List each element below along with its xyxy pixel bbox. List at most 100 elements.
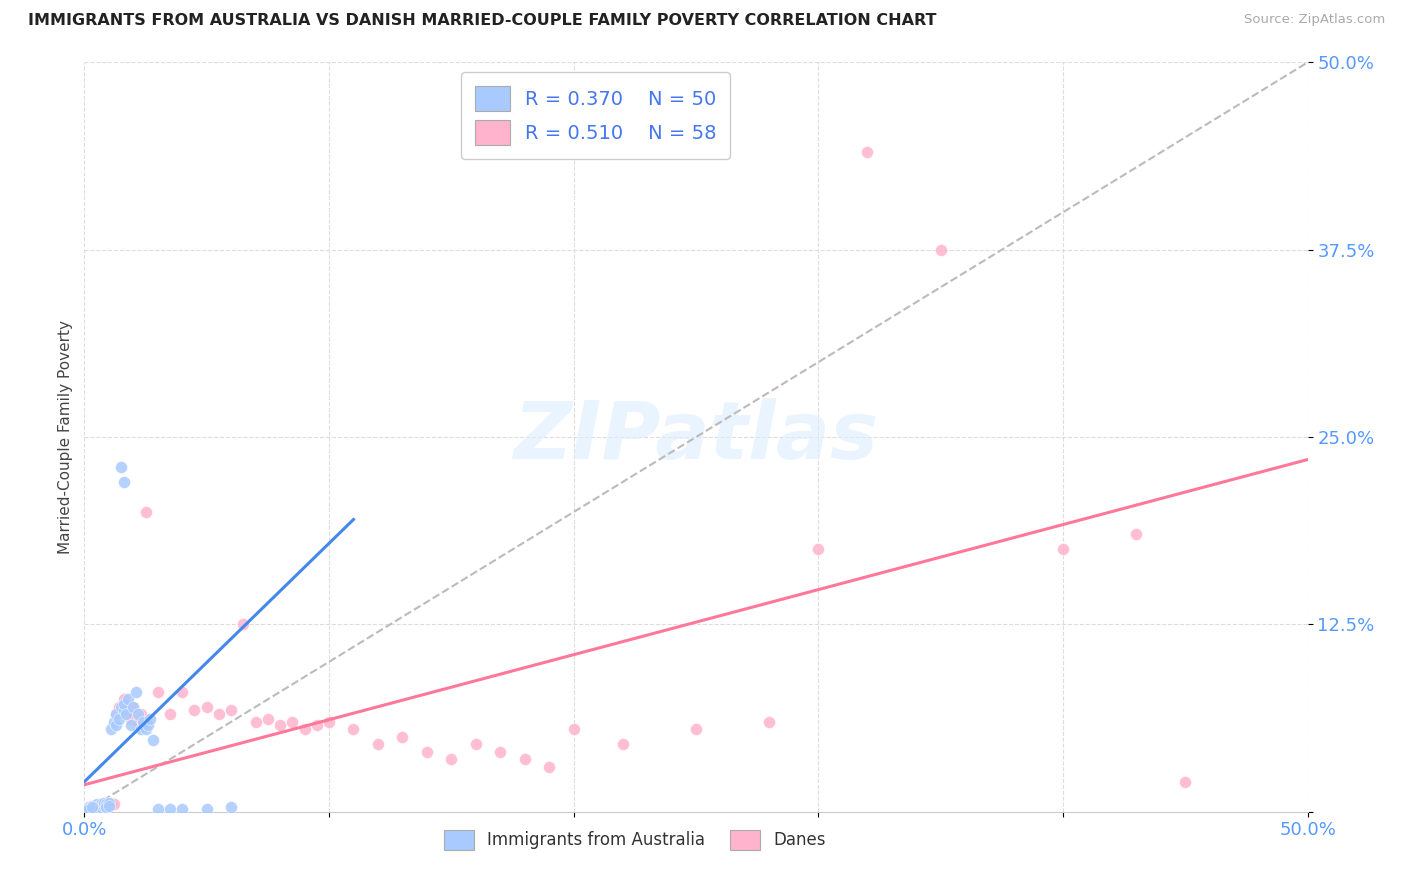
Point bbox=[132, 718, 155, 732]
Point bbox=[142, 732, 165, 747]
Point bbox=[77, 802, 100, 816]
Point bbox=[183, 703, 205, 717]
Point bbox=[77, 800, 100, 814]
Point bbox=[1052, 542, 1074, 557]
Point bbox=[87, 802, 110, 816]
Point bbox=[76, 802, 98, 816]
Point bbox=[90, 800, 112, 814]
Point bbox=[281, 714, 304, 729]
Point bbox=[807, 542, 830, 557]
Point bbox=[97, 798, 120, 813]
Point bbox=[100, 723, 122, 737]
Text: IMMIGRANTS FROM AUSTRALIA VS DANISH MARRIED-COUPLE FAMILY POVERTY CORRELATION CH: IMMIGRANTS FROM AUSTRALIA VS DANISH MARR… bbox=[28, 13, 936, 29]
Point bbox=[120, 718, 142, 732]
Point bbox=[172, 685, 194, 699]
Point bbox=[87, 798, 110, 813]
Point bbox=[115, 697, 138, 711]
Point bbox=[96, 797, 118, 812]
Point bbox=[110, 460, 132, 475]
Point bbox=[80, 802, 103, 816]
Point bbox=[96, 797, 118, 812]
Point bbox=[122, 699, 145, 714]
Point bbox=[269, 718, 291, 732]
Point bbox=[112, 475, 135, 489]
Point bbox=[391, 730, 413, 744]
Point bbox=[195, 699, 218, 714]
Point bbox=[929, 243, 952, 257]
Point bbox=[464, 737, 486, 751]
Point bbox=[83, 803, 105, 817]
Point bbox=[97, 796, 120, 810]
Point bbox=[127, 714, 149, 729]
Point bbox=[294, 723, 316, 737]
Point bbox=[80, 800, 103, 814]
Point bbox=[110, 699, 132, 714]
Point bbox=[136, 718, 159, 732]
Text: Source: ZipAtlas.com: Source: ZipAtlas.com bbox=[1244, 13, 1385, 27]
Point bbox=[127, 707, 149, 722]
Point bbox=[416, 745, 439, 759]
Point bbox=[489, 745, 512, 759]
Point bbox=[117, 692, 139, 706]
Point bbox=[129, 707, 152, 722]
Point bbox=[76, 803, 98, 817]
Point bbox=[195, 802, 218, 816]
Point bbox=[105, 718, 128, 732]
Point bbox=[90, 798, 112, 813]
Point bbox=[305, 718, 328, 732]
Point bbox=[93, 798, 115, 813]
Point bbox=[83, 798, 105, 813]
Point bbox=[97, 798, 120, 813]
Point bbox=[86, 800, 108, 814]
Point bbox=[103, 797, 125, 812]
Y-axis label: Married-Couple Family Poverty: Married-Couple Family Poverty bbox=[58, 320, 73, 554]
Point bbox=[219, 703, 242, 717]
Point bbox=[562, 723, 585, 737]
Point bbox=[117, 707, 139, 722]
Point bbox=[76, 803, 98, 817]
Point bbox=[245, 714, 267, 729]
Point bbox=[159, 707, 181, 722]
Point bbox=[87, 797, 110, 812]
Point bbox=[172, 802, 194, 816]
Point bbox=[219, 800, 242, 814]
Point bbox=[132, 714, 155, 729]
Point bbox=[257, 712, 280, 726]
Point bbox=[122, 699, 145, 714]
Point bbox=[146, 802, 169, 816]
Legend: Immigrants from Australia, Danes: Immigrants from Australia, Danes bbox=[433, 821, 837, 860]
Point bbox=[80, 800, 103, 814]
Point bbox=[513, 752, 536, 766]
Point bbox=[80, 798, 103, 813]
Point bbox=[96, 800, 118, 814]
Point bbox=[105, 707, 128, 722]
Point bbox=[135, 723, 157, 737]
Point bbox=[86, 797, 108, 812]
Point bbox=[93, 796, 115, 810]
Point bbox=[440, 752, 463, 766]
Point bbox=[93, 800, 115, 814]
Point bbox=[538, 760, 561, 774]
Point bbox=[139, 712, 162, 726]
Point bbox=[107, 699, 129, 714]
Point bbox=[83, 800, 105, 814]
Point bbox=[135, 505, 157, 519]
Point bbox=[110, 703, 132, 717]
Point bbox=[112, 697, 135, 711]
Point bbox=[115, 707, 138, 722]
Point bbox=[232, 617, 254, 632]
Point bbox=[1174, 774, 1197, 789]
Point bbox=[208, 707, 231, 722]
Point bbox=[612, 737, 634, 751]
Text: ZIPatlas: ZIPatlas bbox=[513, 398, 879, 476]
Point bbox=[100, 796, 122, 810]
Point bbox=[112, 703, 135, 717]
Point bbox=[856, 145, 879, 160]
Point bbox=[120, 712, 142, 726]
Point bbox=[758, 714, 780, 729]
Point bbox=[318, 714, 340, 729]
Point bbox=[112, 692, 135, 706]
Point bbox=[685, 723, 707, 737]
Point bbox=[103, 714, 125, 729]
Point bbox=[159, 802, 181, 816]
